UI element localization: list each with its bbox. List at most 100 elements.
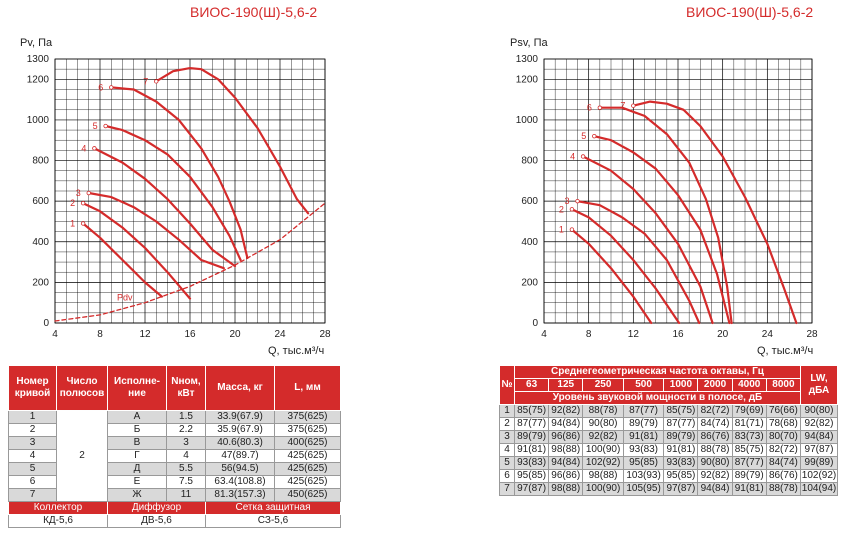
cell-length: 425(625) [274,475,341,489]
cell-version: Д [107,462,167,476]
cell-curve-no: 5 [8,462,57,476]
cell-poles: 2 [56,410,108,502]
cell-band-level: 83(73) [731,430,767,444]
y-tick-label: 200 [32,277,49,288]
series-line-3 [576,200,701,325]
cell-band-level: 93(83) [513,456,550,470]
cell-length: 375(625) [274,410,341,424]
y-tick-label: 400 [521,237,538,248]
x-tick-label: 20 [229,329,241,340]
table-row: 1 2 А 1.5 33.9(67.9) 375(625) [8,410,341,502]
table-row: 4 91(81) 98(88) 100(90) 93(83) 91(81) 88(78) 85… [499,443,838,457]
cell-row-no: 3 [499,430,515,444]
y-tick-label: 1200 [516,74,539,85]
series-start-5 [592,133,597,139]
series-label-1: 1 [559,225,564,235]
table-row: 3 В 3 40.6(80.3) 400(625) [8,436,341,450]
header-freq-value: 2000 [697,378,733,392]
x-tick-label: 12 [139,329,151,340]
cell-row-no: 4 [499,443,515,457]
cell-band-level: 89(79) [622,417,665,431]
cell-mass: 56(94.5) [205,462,275,476]
y-tick-label: 1200 [27,74,50,85]
table-row: 7 97(87) 98(88) 100(90) 105(95) 97(87) 94(84) 9… [499,482,838,496]
cell-band-level: 95(85) [513,469,550,483]
cell-band-level: 91(81) [731,482,767,496]
cell-power: 2.2 [166,423,206,437]
cell-curve-no: 3 [8,436,57,450]
cell-band-level: 93(83) [663,456,699,470]
cell-band-level: 86(76) [765,469,802,483]
band-header-row: Уровень звуковой мощности в полосе, дБ [500,391,838,405]
cell-band-level: 92(82) [697,469,733,483]
y-tick-label: 200 [521,277,538,288]
cell-lw: 92(82) [800,417,838,431]
x-tick-label: 8 [97,329,103,340]
cell-version: Г [107,449,167,463]
accessory-value-row: КД-5,6 ДВ-5,6 СЗ-5,6 [8,514,341,528]
table-row: 5 Д 5.5 56(94.5) 425(625) [8,462,341,476]
series-start-4 [580,154,586,159]
sound-header-row: № Среднегеометрическая частота октавы, Гц… [499,365,838,405]
cell-length: 375(625) [274,423,341,437]
cell-length: 425(625) [274,462,341,476]
cell-mass: 47(89.7) [205,449,275,463]
y-axis-label: Psv, Па [510,37,549,49]
header-band-level: Уровень звуковой мощности в полосе, дБ [514,391,801,405]
x-tick-label: 24 [274,329,286,340]
series-line-3 [87,191,225,270]
series-start-2 [569,207,575,212]
charts-canvas: 4 8 12 16 20 24 280200400600800100012001300Pv,… [20,37,818,357]
header-freq-value: 63 [513,378,550,392]
x-tick-label: 28 [319,329,331,340]
series-label-5: 5 [93,121,98,131]
y-tick-label: 1000 [27,115,50,126]
cell-band-level: 102(92) [582,456,624,470]
y-tick-label: 1000 [516,115,539,126]
cell-mass: 63.4(108.8) [205,475,275,489]
cell-mass: 33.9(67.9) [205,410,275,424]
series-line-7 [632,100,798,325]
header-power: Nном, кВт [166,365,206,411]
cell-band-level: 98(88) [582,469,624,483]
table-row: 3 89(79) 96(86) 92(82) 91(81) 89(79) 86(76) 83(… [499,430,838,444]
cell-band-level: 92(82) [582,430,624,444]
series-start-7 [154,79,159,84]
x-tick-label: 16 [184,329,196,340]
header-lw: LW, дБА [800,365,838,405]
series-label-6: 6 [98,82,103,92]
cell-mass: 35.9(67.9) [205,423,275,437]
cell-band-level: 85(75) [513,404,550,418]
x-tick-label: 28 [806,329,818,340]
cell-curve-no: 1 [8,410,57,424]
plot-frame [54,58,326,324]
cell-band-level: 87(77) [622,404,665,418]
series-label-3: 3 [564,196,569,206]
series-start-7 [631,103,636,108]
series-label-2: 2 [559,204,564,214]
header-version: Исполне-ние [107,365,167,411]
cell-band-level: 89(79) [731,469,767,483]
cell-band-level: 91(81) [513,443,550,457]
x-tick-label: 24 [762,329,774,340]
series-line-4 [93,147,237,268]
y-tick-label: 800 [32,156,49,167]
accessory-value: СЗ-5,6 [205,514,341,528]
x-tick-label: 16 [672,329,684,340]
cell-lw: 102(92) [800,469,838,483]
cell-band-level: 93(83) [622,443,665,457]
series-line-6 [110,86,249,260]
accessory-header: Коллектор [8,501,108,515]
series-line-5 [104,124,242,262]
table-row: 4 Г 4 47(89.7) 425(625) [8,449,341,463]
cell-row-no: 5 [499,456,515,470]
series-line-Pdv [54,202,326,322]
header-no: № [499,365,515,405]
cell-lw: 94(84) [800,430,838,444]
series-line-2 [81,202,192,300]
header-curve-no: Номер кривой [8,365,57,411]
header-mass: Масса, кг [205,365,275,411]
series-label-6: 6 [587,103,592,113]
series-line-5 [593,135,731,325]
cell-version: Б [107,423,167,437]
